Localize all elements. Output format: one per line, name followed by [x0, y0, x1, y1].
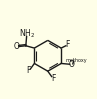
Text: NH$_2$: NH$_2$ — [19, 28, 36, 40]
Text: O: O — [69, 60, 75, 69]
Text: F: F — [66, 40, 70, 50]
Text: F: F — [51, 74, 56, 83]
Text: F: F — [26, 66, 31, 75]
Text: methoxy: methoxy — [65, 58, 87, 62]
Text: O: O — [14, 42, 20, 51]
